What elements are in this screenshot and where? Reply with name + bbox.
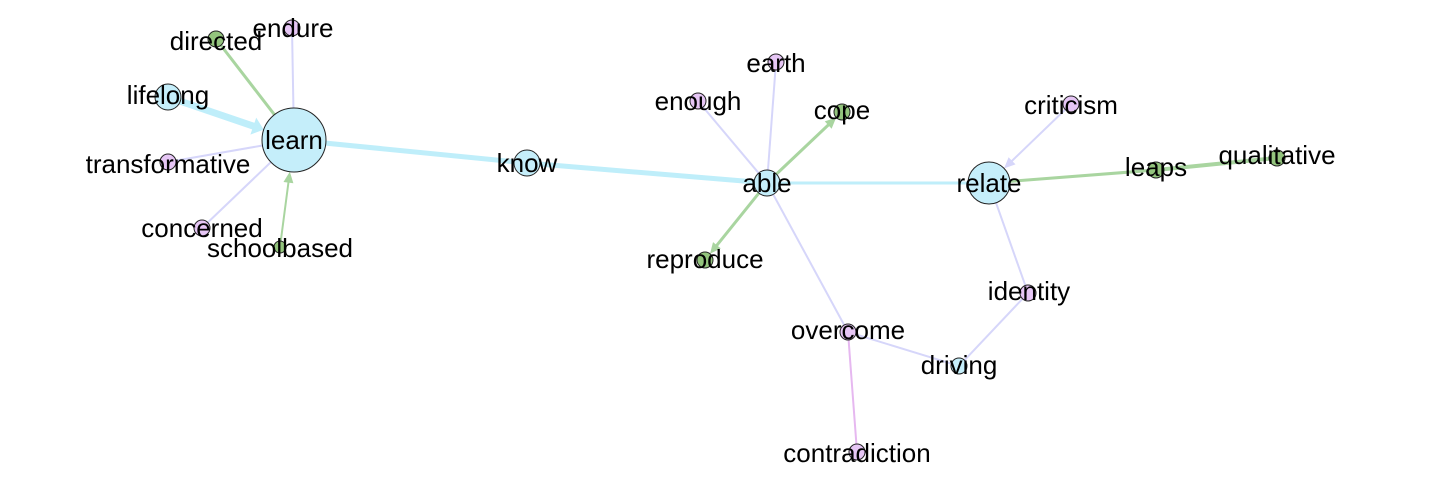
edge-endure-learn xyxy=(291,27,295,110)
edge-criticism-relate xyxy=(1008,103,1072,164)
node-relate xyxy=(967,161,1011,205)
edge-overcome-contradiction xyxy=(847,331,858,446)
edge-arrowhead-schoolbased-learn xyxy=(283,171,294,184)
node-label-schoolbased: schoolbased xyxy=(207,233,353,263)
edge-overcome-driving xyxy=(847,331,953,365)
node-label-identity: identity xyxy=(988,276,1070,306)
node-label-know: know xyxy=(497,148,558,178)
node-label-cope: cope xyxy=(814,95,870,125)
node-label-earth: earth xyxy=(746,48,805,78)
edge-learn-know xyxy=(291,137,517,165)
edge-concerned-learn xyxy=(201,161,272,229)
node-schoolbased xyxy=(273,240,287,254)
edge-schoolbased-learn xyxy=(279,178,290,248)
node-label-driving: driving xyxy=(921,350,998,380)
node-label-directed: directed xyxy=(170,26,263,56)
node-label-endure: endure xyxy=(253,13,334,43)
edge-arrowhead-criticism-relate xyxy=(1004,157,1016,169)
node-label-criticism: criticism xyxy=(1024,90,1118,120)
node-label-leaps: leaps xyxy=(1125,152,1187,182)
node-identity xyxy=(1019,284,1037,302)
node-earth xyxy=(767,53,785,71)
edge-know-able xyxy=(524,160,757,185)
edge-arrowhead-lifelong-learn xyxy=(250,117,264,135)
node-label-transformative: transformative xyxy=(86,149,251,179)
edge-enough-able xyxy=(697,100,760,175)
node-overcome xyxy=(839,323,857,341)
edge-arrowhead-able-cope xyxy=(824,117,837,129)
node-label-able: able xyxy=(742,168,791,198)
node-label-qualitative: qualitative xyxy=(1218,140,1335,170)
node-know xyxy=(513,149,541,177)
edge-relate-leaps xyxy=(987,169,1150,185)
edge-earth-able xyxy=(766,61,777,172)
edge-arrowhead-able-reproduce xyxy=(710,242,721,254)
node-contradiction xyxy=(848,443,866,461)
node-label-overcome: overcome xyxy=(791,315,905,345)
node-learn xyxy=(261,107,327,173)
edge-able-reproduce xyxy=(713,181,769,250)
node-cope xyxy=(833,103,851,121)
edges-layer xyxy=(164,27,1272,446)
node-reproduce xyxy=(696,251,714,269)
nodes-layer xyxy=(154,19,1286,461)
node-concerned xyxy=(193,219,211,237)
edge-lifelong-learn xyxy=(164,93,260,131)
edge-leaps-qualitative xyxy=(1154,156,1272,172)
node-directed xyxy=(207,30,225,48)
node-criticism xyxy=(1062,95,1080,113)
node-enough xyxy=(689,92,707,110)
node-label-contradiction: contradiction xyxy=(783,438,930,468)
edge-able-overcome xyxy=(766,182,846,326)
node-label-lifelong: lifelong xyxy=(127,80,209,110)
node-endure xyxy=(283,19,301,37)
node-driving xyxy=(950,357,968,375)
edge-able-cope xyxy=(765,121,832,185)
edge-transformative-learn xyxy=(167,144,264,163)
node-label-concerned: concerned xyxy=(141,213,262,243)
edge-identity-driving xyxy=(963,292,1029,362)
node-label-enough: enough xyxy=(655,86,742,116)
node-label-relate: relate xyxy=(956,168,1021,198)
node-lifelong xyxy=(154,83,182,111)
node-label-learn: learn xyxy=(265,125,323,155)
node-leaps xyxy=(1147,161,1165,179)
edge-directed-learn xyxy=(214,37,276,117)
node-able xyxy=(753,169,781,197)
node-transformative xyxy=(159,153,177,171)
node-qualitative xyxy=(1268,149,1286,167)
node-label-reproduce: reproduce xyxy=(646,244,763,274)
